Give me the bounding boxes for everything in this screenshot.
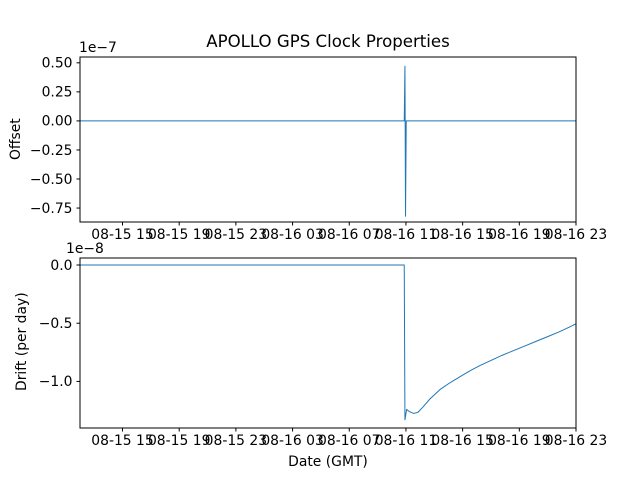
y-tick-label: −0.25 <box>30 143 73 159</box>
x-axis-label: Date (GMT) <box>288 454 368 470</box>
x-tick-label: 08-16 15 <box>431 227 493 243</box>
y-axis-label-drift: Drift (per day) <box>14 292 30 391</box>
y-tick-label: 0.50 <box>42 56 73 72</box>
y-tick-label: −1.0 <box>39 374 73 390</box>
axes-spines <box>79 257 577 429</box>
figure-title: APOLLO GPS Clock Properties <box>206 32 450 51</box>
x-tick-label: 08-16 19 <box>488 227 550 243</box>
x-tick-label: 08-16 23 <box>545 433 607 449</box>
y-tick-label: 0.00 <box>42 114 73 130</box>
x-tick-label: 08-16 03 <box>261 433 323 449</box>
x-tick-label: 08-15 15 <box>91 433 153 449</box>
x-tick-label: 08-15 23 <box>205 227 267 243</box>
x-tick-label: 08-15 15 <box>91 227 153 243</box>
x-tick-label: 08-16 03 <box>261 227 323 243</box>
x-tick-label: 08-16 19 <box>488 433 550 449</box>
drift-scale-text: 1e−8 <box>66 241 104 257</box>
x-tick-label: 08-15 19 <box>148 227 210 243</box>
x-tick-label: 08-16 07 <box>318 433 380 449</box>
axes-spines <box>79 56 577 223</box>
offset-series-line <box>80 65 576 217</box>
x-tick-label: 08-16 23 <box>545 227 607 243</box>
y-tick-label: 0.0 <box>50 258 72 274</box>
y-tick-label: 0.25 <box>42 85 73 101</box>
offset-scale-text: 1e−7 <box>79 40 117 56</box>
y-tick-label: −0.75 <box>30 201 73 217</box>
y-tick-label: −0.5 <box>39 316 73 332</box>
y-axis-label-offset: Offset <box>8 118 24 160</box>
x-tick-label: 08-15 23 <box>205 433 267 449</box>
y-tick-label: −0.50 <box>30 172 73 188</box>
x-tick-label: 08-16 11 <box>375 227 437 243</box>
x-tick-label: 08-16 11 <box>375 433 437 449</box>
x-tick-label: 08-16 15 <box>431 433 493 449</box>
x-tick-label: 08-15 19 <box>148 433 210 449</box>
drift-series-line <box>80 264 577 421</box>
x-tick-label: 08-16 07 <box>318 227 380 243</box>
